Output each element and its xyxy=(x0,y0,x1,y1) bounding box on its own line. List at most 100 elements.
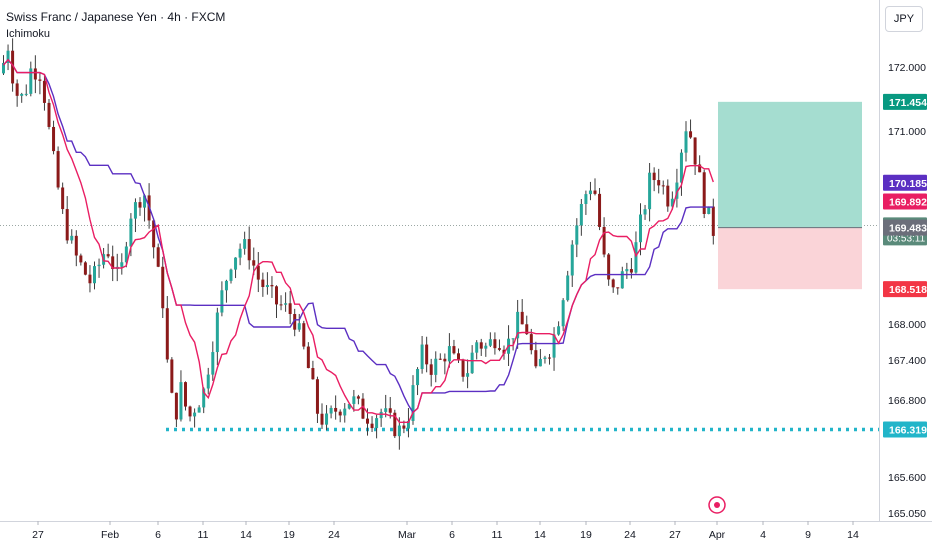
candle[interactable] xyxy=(711,198,715,245)
candle[interactable] xyxy=(566,270,570,302)
candle[interactable] xyxy=(302,320,306,350)
candle[interactable] xyxy=(315,376,319,423)
candle[interactable] xyxy=(243,231,247,255)
candle[interactable] xyxy=(83,261,87,276)
candle[interactable] xyxy=(416,367,420,396)
candle[interactable] xyxy=(279,295,283,311)
candle[interactable] xyxy=(570,240,574,287)
candle[interactable] xyxy=(634,231,638,274)
candle[interactable] xyxy=(679,149,683,196)
candle[interactable] xyxy=(684,121,688,162)
candle[interactable] xyxy=(620,266,624,289)
candle[interactable] xyxy=(497,339,501,352)
profit-zone[interactable] xyxy=(718,101,862,228)
candle[interactable] xyxy=(88,265,92,293)
candle[interactable] xyxy=(484,342,488,357)
candle[interactable] xyxy=(6,44,10,71)
candle[interactable] xyxy=(425,336,429,373)
candle[interactable] xyxy=(388,396,392,419)
candle[interactable] xyxy=(588,181,592,201)
candle[interactable] xyxy=(52,120,56,155)
candle[interactable] xyxy=(411,375,415,425)
candle[interactable] xyxy=(629,258,633,279)
candle[interactable] xyxy=(306,342,310,369)
candle[interactable] xyxy=(38,73,42,95)
candle[interactable] xyxy=(548,353,551,365)
candle[interactable] xyxy=(256,252,260,293)
candle[interactable] xyxy=(238,243,242,266)
candle[interactable] xyxy=(598,188,602,231)
candle[interactable] xyxy=(152,218,156,259)
candle[interactable] xyxy=(429,358,433,387)
candle[interactable] xyxy=(593,178,597,196)
candle[interactable] xyxy=(461,358,465,382)
candle[interactable] xyxy=(443,353,447,375)
candle[interactable] xyxy=(215,307,219,366)
candle[interactable] xyxy=(689,119,693,139)
candle[interactable] xyxy=(447,333,451,368)
candle[interactable] xyxy=(320,403,324,429)
candle[interactable] xyxy=(625,262,629,279)
candle[interactable] xyxy=(206,367,210,395)
indicator-label[interactable]: Ichimoku xyxy=(6,28,51,40)
candle[interactable] xyxy=(516,299,520,349)
candle[interactable] xyxy=(343,402,347,423)
candle[interactable] xyxy=(106,243,110,259)
candle[interactable] xyxy=(156,243,160,268)
candle[interactable] xyxy=(639,203,642,256)
candle[interactable] xyxy=(197,405,201,413)
candle[interactable] xyxy=(538,349,542,367)
candle[interactable] xyxy=(188,405,192,422)
candle[interactable] xyxy=(611,278,615,293)
candle[interactable] xyxy=(29,61,33,97)
candle[interactable] xyxy=(329,405,333,419)
candle[interactable] xyxy=(438,353,442,361)
event-marker-icon[interactable] xyxy=(708,496,726,514)
candle[interactable] xyxy=(265,272,269,295)
candle[interactable] xyxy=(24,84,28,97)
price-tag[interactable]: 170.185 xyxy=(883,174,927,191)
candle[interactable] xyxy=(193,408,197,428)
price-tag[interactable]: 169.483 xyxy=(883,219,927,236)
candle[interactable] xyxy=(179,370,183,422)
candle[interactable] xyxy=(74,230,78,267)
price-tag[interactable]: 168.518 xyxy=(883,281,927,298)
candle[interactable] xyxy=(616,287,620,295)
candle[interactable] xyxy=(234,257,238,279)
candle[interactable] xyxy=(602,217,606,258)
candle[interactable] xyxy=(493,332,497,355)
candle[interactable] xyxy=(247,226,251,270)
currency-button[interactable]: JPY xyxy=(885,6,923,32)
candle[interactable] xyxy=(97,258,101,278)
candle[interactable] xyxy=(297,313,301,332)
candle[interactable] xyxy=(270,276,274,298)
candle[interactable] xyxy=(229,268,233,284)
candle[interactable] xyxy=(693,137,697,175)
candle[interactable] xyxy=(2,55,5,76)
candle[interactable] xyxy=(143,194,147,222)
candle[interactable] xyxy=(657,168,661,194)
candle[interactable] xyxy=(211,341,215,381)
candle[interactable] xyxy=(220,281,224,317)
candle[interactable] xyxy=(375,414,379,439)
candle[interactable] xyxy=(42,74,46,111)
candle[interactable] xyxy=(47,98,51,130)
candle[interactable] xyxy=(138,197,142,216)
candle[interactable] xyxy=(607,253,611,286)
candle[interactable] xyxy=(33,55,37,94)
candle[interactable] xyxy=(470,345,474,374)
candle[interactable] xyxy=(133,198,137,233)
candle[interactable] xyxy=(20,92,24,103)
candle[interactable] xyxy=(293,308,297,337)
candle[interactable] xyxy=(120,253,124,275)
candle[interactable] xyxy=(393,409,397,439)
price-tag[interactable]: 169.892 xyxy=(883,193,927,210)
candle[interactable] xyxy=(652,167,656,192)
candle[interactable] xyxy=(311,360,315,380)
candle[interactable] xyxy=(111,245,115,282)
price-tag[interactable]: 171.454 xyxy=(883,93,927,110)
candle[interactable] xyxy=(379,408,383,427)
candle[interactable] xyxy=(525,315,529,335)
price-axis[interactable] xyxy=(879,0,932,550)
